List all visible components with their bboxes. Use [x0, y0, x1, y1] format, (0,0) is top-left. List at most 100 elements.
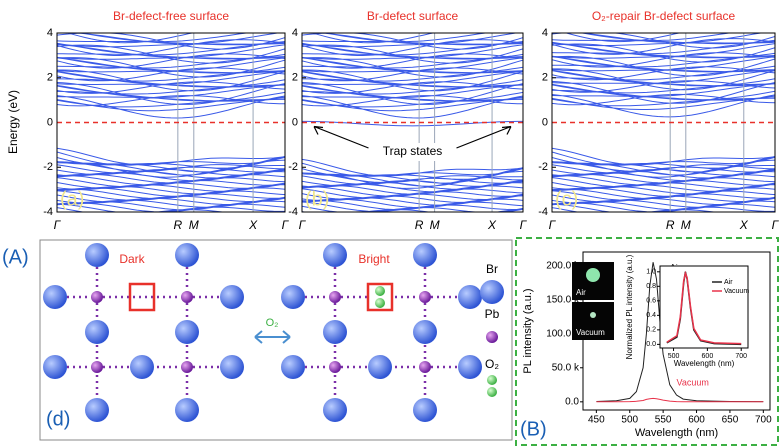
k-label: M	[681, 218, 691, 232]
y-tick-label: 2	[292, 72, 298, 84]
k-label: R	[415, 218, 424, 232]
k-label: R	[666, 218, 675, 232]
legend-swatch	[487, 387, 497, 397]
plot-frame	[659, 265, 749, 349]
y-tick-label: 150.0 k	[546, 294, 580, 305]
bands	[302, 33, 523, 212]
br-atom	[281, 285, 305, 309]
k-label: Γ	[549, 218, 557, 232]
pb-atom	[329, 291, 341, 303]
plot-frame	[551, 32, 776, 213]
pb-atom	[329, 361, 341, 373]
br-atom	[413, 398, 437, 422]
br-atom	[220, 285, 244, 309]
y-tick-label: 50.0 k	[552, 362, 580, 373]
series-line	[596, 397, 764, 403]
pb-atom	[181, 361, 193, 373]
br-atom	[323, 398, 347, 422]
y-tick-label: 0.0	[646, 341, 656, 348]
legend-label: Vacuum	[724, 288, 749, 295]
y-axis-label: PL intensity (a.u.)	[522, 288, 534, 373]
y-tick-label: 0.6	[646, 298, 656, 305]
k-label: M	[430, 218, 440, 232]
y-tick-label: 0.0	[565, 396, 579, 407]
legend-swatch	[480, 280, 504, 304]
inset-image	[572, 302, 614, 340]
k-label: X	[248, 218, 258, 232]
legend-swatch	[487, 375, 497, 385]
y-axis-label: Normalized PL intensity (a.u.)	[625, 254, 634, 359]
x-tick-label: 700	[755, 415, 772, 426]
pb-atom	[419, 361, 431, 373]
o-atom	[375, 298, 385, 308]
y-tick-label: 200.0 k	[546, 260, 580, 271]
k-label: Γ	[299, 218, 307, 232]
br-atom	[85, 243, 109, 267]
br-atom	[323, 320, 347, 344]
emission-spot	[586, 268, 600, 282]
pb-atom	[181, 291, 193, 303]
legend-label: Pb	[485, 307, 500, 321]
br-atom	[413, 320, 437, 344]
y-tick-label: -4	[288, 206, 298, 218]
x-tick-label: 600	[702, 353, 714, 360]
br-atom	[281, 355, 305, 379]
y-tick-label: -2	[288, 161, 298, 173]
y-tick-label: -2	[43, 161, 53, 173]
legend-label: Br	[486, 262, 498, 276]
k-label: Γ	[54, 218, 62, 232]
inset-image-label: Air	[576, 288, 586, 297]
y-tick-label: -2	[538, 161, 548, 173]
y-tick-label: 0	[47, 116, 53, 128]
br-atom	[85, 320, 109, 344]
annotation-bg	[370, 143, 455, 161]
arrow	[456, 125, 512, 149]
k-label: M	[189, 218, 199, 232]
br-atom	[220, 355, 244, 379]
series-line	[666, 270, 742, 345]
y-tick-label: -4	[538, 206, 548, 218]
x-tick-label: 500	[621, 415, 638, 426]
plot-frame	[56, 32, 286, 213]
br-atom	[175, 398, 199, 422]
y-tick-label: 0	[292, 116, 298, 128]
state-label: Dark	[119, 252, 145, 266]
x-tick-label: 450	[588, 415, 605, 426]
y-tick-label: 0.2	[646, 327, 656, 334]
k-label: Γ	[282, 218, 290, 232]
y-tick-label: 100.0 k	[546, 328, 580, 339]
pb-atom	[91, 291, 103, 303]
double-arrow	[254, 330, 291, 344]
br-atom	[458, 285, 482, 309]
x-axis-label: Wavelength (nm)	[674, 359, 735, 368]
pb-atom	[91, 361, 103, 373]
br-atom	[43, 285, 67, 309]
vacancy	[128, 282, 156, 312]
plot-title: O₂-repair Br-defect surface	[592, 9, 736, 23]
br-atom	[175, 320, 199, 344]
plot-title: Br-defect-free surface	[113, 9, 229, 23]
y-tick-label: 0.4	[646, 312, 656, 319]
y-tick-label: 4	[47, 27, 53, 39]
state-label: Bright	[358, 252, 390, 266]
br-atom	[43, 355, 67, 379]
plot-tag: (c)	[555, 188, 578, 210]
y-tick-label: 4	[292, 27, 298, 39]
bands	[57, 33, 285, 212]
o-atom	[375, 286, 385, 296]
plot-title: Br-defect surface	[367, 9, 459, 23]
k-label: R	[174, 218, 183, 232]
bands	[552, 33, 775, 212]
br-atom	[85, 398, 109, 422]
panel-label: (B)	[520, 418, 547, 440]
emission-spot	[590, 312, 596, 318]
br-atom	[368, 355, 392, 379]
k-label: Γ	[772, 218, 780, 232]
y-axis-label: Energy (eV)	[6, 90, 20, 154]
arrow-label: O₂	[266, 317, 279, 329]
panel-b-frame	[515, 237, 779, 446]
legend-label: O₂	[485, 357, 499, 371]
panel-tag: (d)	[46, 408, 70, 430]
annotation: Trap states	[383, 144, 443, 158]
